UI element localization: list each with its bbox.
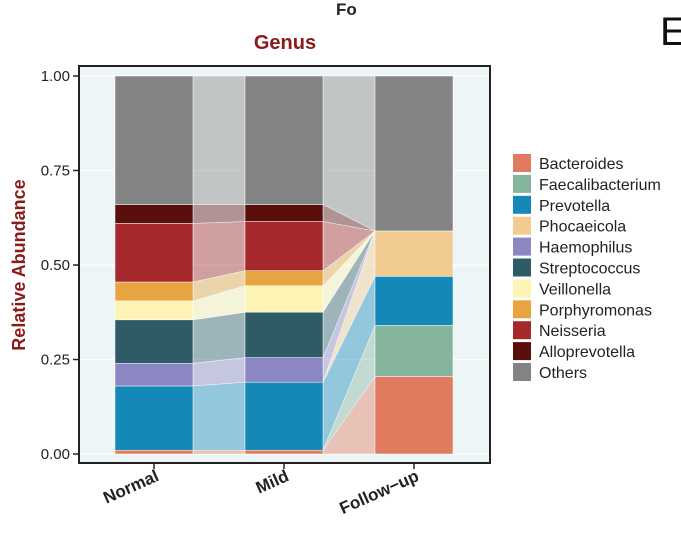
- bar-segment-normal-alloprevotella: [114, 204, 194, 224]
- y-tick-label: 0.00: [41, 446, 70, 463]
- y-axis-title: Relative Abundance: [9, 179, 29, 350]
- bar-segment-normal-bacteroides: [114, 449, 194, 455]
- bar-segment-mild-streptococcus: [244, 312, 324, 358]
- x-tick-label-follow-up: Follow−up: [337, 466, 422, 518]
- bar-segment-mild-veillonella: [244, 285, 324, 313]
- legend-swatch-alloprevotella: [513, 342, 531, 361]
- y-tick-label: 0.75: [41, 163, 70, 180]
- bar-segment-mild-prevotella: [244, 381, 324, 451]
- legend-label-veillonella: Veillonella: [539, 281, 611, 298]
- legend-swatch-veillonella: [513, 279, 531, 298]
- y-tick-label: 0.25: [41, 352, 70, 369]
- bar-segment-follow-up-bacteroides: [374, 376, 454, 455]
- legend-label-others: Others: [539, 365, 587, 382]
- x-tick-label-normal: Normal: [100, 466, 161, 507]
- flow-alloprevotella: [192, 204, 246, 224]
- bar-segment-normal-others: [114, 75, 194, 205]
- bar-segment-follow-up-prevotella: [374, 276, 454, 326]
- bar-segment-normal-prevotella: [114, 385, 194, 451]
- bar-segment-mild-neisseria: [244, 221, 324, 271]
- bar-segment-normal-porphyromonas: [114, 281, 194, 302]
- clipped-top-label: Fo: [336, 0, 357, 19]
- bar-segment-mild-haemophilus: [244, 357, 324, 383]
- bar-segment-mild-alloprevotella: [244, 204, 324, 222]
- legend-label-haemophilus: Haemophilus: [539, 240, 632, 257]
- bar-segment-follow-up-faecalibacterium: [374, 325, 454, 377]
- panel-letter: E: [660, 10, 681, 54]
- legend-label-alloprevotella: Alloprevotella: [539, 344, 635, 361]
- x-axis: Normal Mild Follow−up: [100, 463, 422, 518]
- bar-segment-mild-others: [244, 75, 324, 205]
- legend-label-neisseria: Neisseria: [539, 323, 606, 340]
- legend-label-streptococcus: Streptococcus: [539, 261, 640, 278]
- flow-others: [192, 75, 246, 205]
- stacked-bars: [114, 75, 454, 455]
- legend: Bacteroides Faecalibacterium Prevotella Pho…: [513, 154, 661, 382]
- legend-label-phocaeicola: Phocaeicola: [539, 219, 626, 236]
- bar-segment-follow-up-phocaeicola: [374, 230, 454, 277]
- flow-streptococcus: [192, 312, 246, 364]
- flow-prevotella: [192, 381, 246, 451]
- alluvial-flows: [192, 75, 376, 455]
- legend-swatch-faecalibacterium: [513, 174, 531, 193]
- legend-label-faecalibacterium: Faecalibacterium: [539, 177, 661, 194]
- legend-swatch-haemophilus: [513, 237, 531, 256]
- bar-segment-normal-veillonella: [114, 300, 194, 321]
- bar-segment-follow-up-others: [374, 75, 454, 232]
- legend-label-porphyromonas: Porphyromonas: [539, 302, 652, 319]
- y-tick-label: 0.50: [41, 257, 70, 274]
- chart-title: Genus: [254, 32, 316, 54]
- bar-segment-normal-streptococcus: [114, 319, 194, 364]
- y-axis: 0.00 0.25 0.50 0.75 1.00: [41, 68, 79, 463]
- legend-label-bacteroides: Bacteroides: [539, 156, 624, 173]
- legend-swatch-phocaeicola: [513, 216, 531, 235]
- x-tick-label-mild: Mild: [253, 466, 292, 497]
- legend-swatch-streptococcus: [513, 258, 531, 277]
- bar-segment-normal-haemophilus: [114, 363, 194, 387]
- bar-segment-mild-bacteroides: [244, 449, 324, 455]
- bar-segment-normal-neisseria: [114, 223, 194, 283]
- bar-segment-mild-porphyromonas: [244, 270, 324, 287]
- legend-label-prevotella: Prevotella: [539, 198, 610, 215]
- legend-swatch-prevotella: [513, 195, 531, 214]
- legend-swatch-porphyromonas: [513, 300, 531, 319]
- legend-swatch-others: [513, 363, 531, 381]
- flow-bacteroides: [192, 450, 246, 455]
- flow-others: [322, 75, 376, 232]
- y-tick-label: 1.00: [41, 68, 70, 85]
- legend-swatch-bacteroides: [513, 154, 531, 172]
- legend-swatch-neisseria: [513, 321, 531, 340]
